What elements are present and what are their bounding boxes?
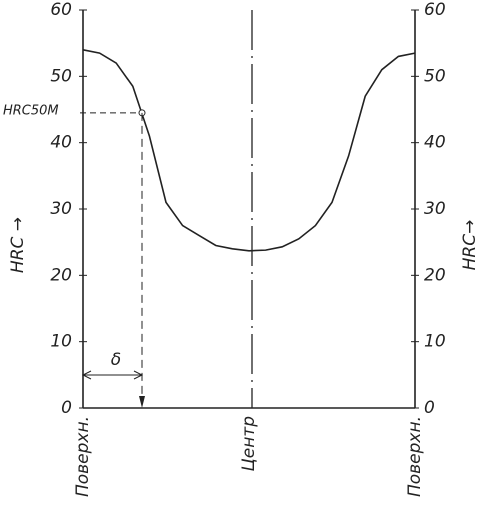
line xyxy=(82,49,416,252)
y2-tick-label: 40 xyxy=(424,133,446,153)
x-tick-label: Поверхн. xyxy=(73,416,93,497)
y-tick-label: 0 xyxy=(61,398,72,418)
y2-tick-label: 0 xyxy=(424,398,435,418)
annotation: HRC50M xyxy=(3,103,59,118)
y2-tick-label: 30 xyxy=(424,199,446,219)
y-tick-label: 20 xyxy=(50,265,72,285)
y2-tick-label: 60 xyxy=(424,0,446,20)
y-tick-label: 40 xyxy=(50,133,72,153)
x-tick-label: Поверхн. xyxy=(405,416,425,497)
y-tick-label: 60 xyxy=(50,0,72,20)
arrow-head xyxy=(139,396,145,408)
y-tick-label: 30 xyxy=(50,199,72,219)
y-tick-label: 10 xyxy=(50,332,72,352)
y-axis-label: HRC → xyxy=(8,217,28,273)
y2-axis-label: HRC→ xyxy=(460,220,480,271)
y2-tick-label: 50 xyxy=(424,66,446,86)
annotation: δ xyxy=(111,350,121,370)
delta-arrow xyxy=(81,370,144,380)
y-tick-label: 50 xyxy=(50,66,72,86)
y2-tick-label: 10 xyxy=(424,332,446,352)
x-tick-label: Центр xyxy=(239,416,259,472)
y2-tick-label: 20 xyxy=(424,265,446,285)
